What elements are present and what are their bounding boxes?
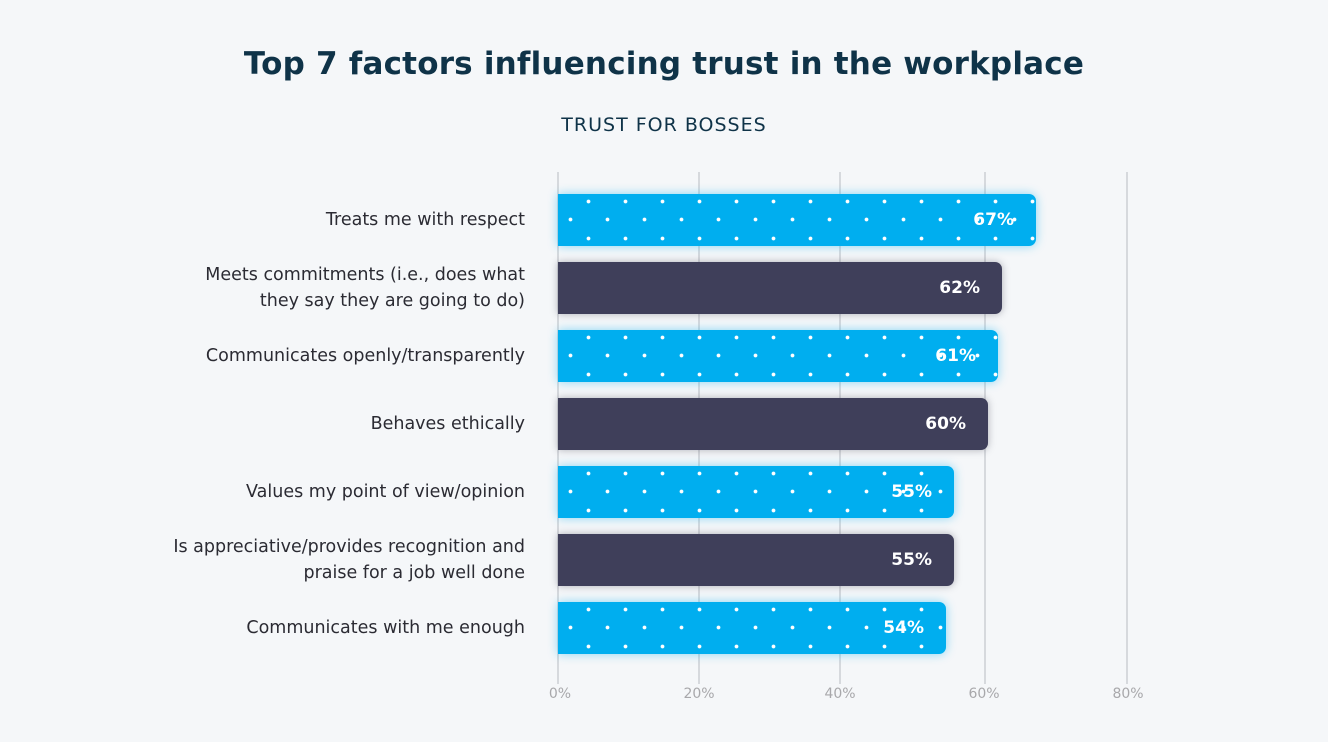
bar: 60% [558, 398, 988, 450]
bar: 54% [558, 602, 946, 654]
category-label: Behaves ethically [370, 414, 525, 434]
bar: 61% [558, 330, 998, 382]
category-label: Treats me with respect [325, 210, 525, 230]
bar-value-label: 55% [891, 550, 932, 570]
x-tick-20: 20% [683, 686, 715, 702]
bar: 67% [558, 194, 1036, 246]
bar-value-label: 62% [939, 278, 980, 298]
category-label: Is appreciative/provides recognition and… [173, 537, 525, 583]
bar: 55% [558, 534, 954, 586]
bar-value-label: 55% [891, 482, 932, 502]
bar-value-label: 67% [973, 210, 1014, 230]
bar-value-label: 54% [883, 618, 924, 638]
category-label: Communicates openly/transparently [205, 346, 525, 366]
gridline-80 [1126, 172, 1128, 684]
bar-value-label: 61% [935, 346, 976, 366]
bar: 55% [558, 466, 954, 518]
category-label: Communicates with me enough [246, 618, 525, 638]
bar: 62% [558, 262, 1002, 314]
category-label: Values my point of view/opinion [246, 482, 525, 502]
x-tick-0: 0% [548, 686, 572, 702]
x-tick-40: 40% [824, 686, 856, 702]
x-tick-60: 60% [968, 686, 1000, 702]
x-tick-80: 80% [1112, 686, 1144, 702]
category-label: Meets commitments (i.e., does what they … [205, 265, 525, 311]
chart-title: Top 7 factors influencing trust in the w… [243, 46, 1085, 82]
bar-value-label: 60% [925, 414, 966, 434]
chart-subtitle: TRUST FOR BOSSES [561, 114, 767, 136]
